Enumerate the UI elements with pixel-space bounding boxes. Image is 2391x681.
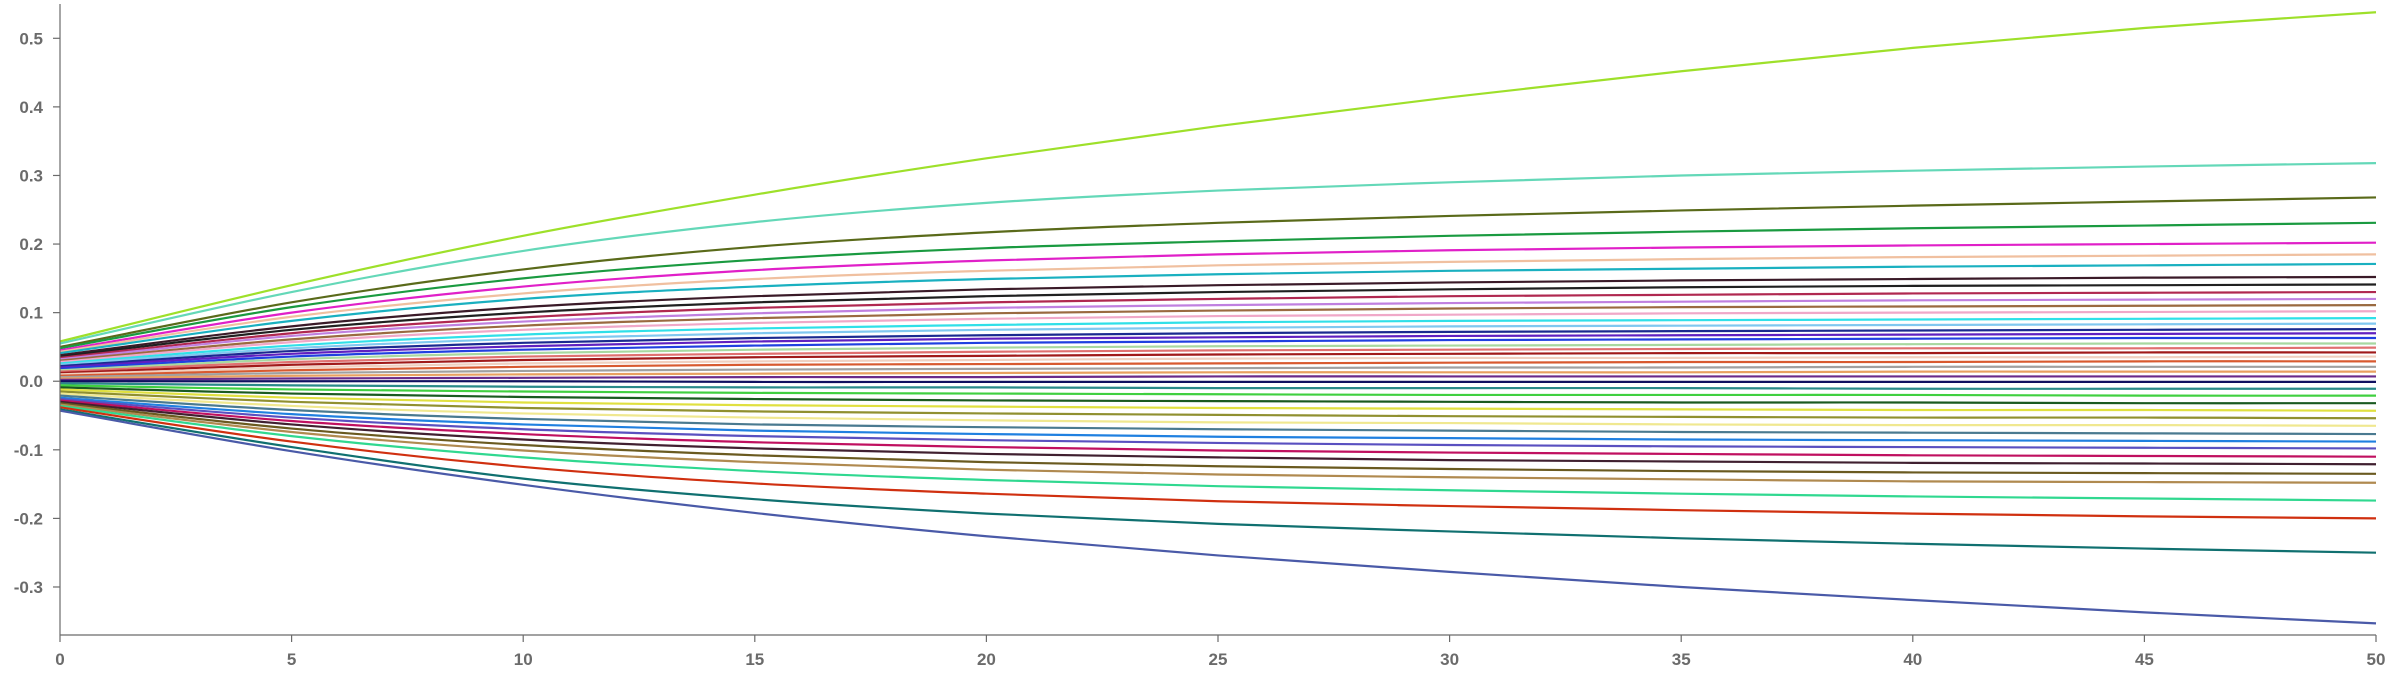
x-tick-label: 15 <box>745 650 764 669</box>
series-line-30 <box>59 386 2377 405</box>
series-line-12 <box>59 304 2377 362</box>
x-tick-label: 10 <box>514 650 533 669</box>
x-tick-label: 25 <box>1209 650 1228 669</box>
series-layer <box>59 11 2377 625</box>
series-line-21 <box>59 351 2377 375</box>
series-line-28 <box>59 382 2376 390</box>
x-tick-label: 50 <box>2367 650 2386 669</box>
x-tick-label: 20 <box>977 650 996 669</box>
x-tick-label: 0 <box>55 650 64 669</box>
series-line-14 <box>59 317 2377 365</box>
series-line-41 <box>59 404 2377 502</box>
series-line-20 <box>59 346 2377 373</box>
y-tick-label: 0.2 <box>19 235 43 254</box>
series-line-25 <box>59 370 2376 380</box>
series-line-18 <box>59 336 2377 370</box>
ticks: 0 5 10 15 20 25 30 35 40 45 50 -0.3 -0.2 -0.1 0.0 0.1 0.… <box>14 29 2386 669</box>
series-line-32 <box>59 390 2377 420</box>
y-tick-label: 0.5 <box>19 29 43 48</box>
series-line-39 <box>59 402 2377 475</box>
y-tick-label: -0.3 <box>14 578 43 597</box>
series-line-15 <box>59 322 2377 366</box>
y-tick-label: 0.0 <box>19 372 43 391</box>
y-tick-label: -0.2 <box>14 509 43 528</box>
y-tick-label: 0.3 <box>19 166 43 185</box>
y-tick-label: 0.4 <box>19 98 43 117</box>
x-tick-label: 35 <box>1672 650 1691 669</box>
series-line-19 <box>59 342 2377 372</box>
x-tick-label: 5 <box>287 650 296 669</box>
series-line-24 <box>59 365 2376 379</box>
series-line-31 <box>59 388 2377 412</box>
y-tick-label: 0.1 <box>19 304 43 323</box>
series-line-16 <box>59 328 2377 368</box>
series-line-8 <box>59 275 2377 357</box>
series-line-17 <box>59 332 2377 369</box>
series-line-5 <box>59 241 2377 352</box>
series-line-33 <box>59 392 2377 427</box>
series-line-2 <box>59 162 2377 345</box>
series-line-7 <box>59 262 2377 355</box>
series-line-42 <box>59 406 2377 520</box>
x-tick-label: 30 <box>1440 650 1459 669</box>
series-line-6 <box>59 253 2377 353</box>
y-tick-label: -0.1 <box>14 441 43 460</box>
series-line-4 <box>59 221 2377 350</box>
series-line-26 <box>59 375 2376 381</box>
x-tick-label: 40 <box>1903 650 1922 669</box>
series-line-37 <box>59 399 2377 458</box>
series-line-38 <box>59 400 2377 466</box>
series-line-35 <box>59 396 2377 443</box>
series-line-40 <box>59 403 2377 484</box>
series-line-44 <box>59 409 2377 625</box>
series-line-29 <box>59 384 2377 397</box>
series-line-27 <box>60 380 2376 384</box>
series-line-10 <box>59 290 2377 360</box>
series-line-13 <box>59 310 2377 364</box>
series-line-36 <box>59 397 2377 450</box>
series-line-9 <box>59 283 2377 358</box>
series-line-22 <box>59 355 2377 376</box>
series-line-11 <box>59 297 2377 361</box>
series-line-1 <box>59 11 2377 343</box>
series-line-43 <box>59 408 2377 554</box>
series-line-3 <box>59 196 2377 349</box>
series-line-34 <box>59 394 2377 436</box>
series-line-23 <box>59 360 2377 377</box>
x-tick-label: 45 <box>2135 650 2154 669</box>
